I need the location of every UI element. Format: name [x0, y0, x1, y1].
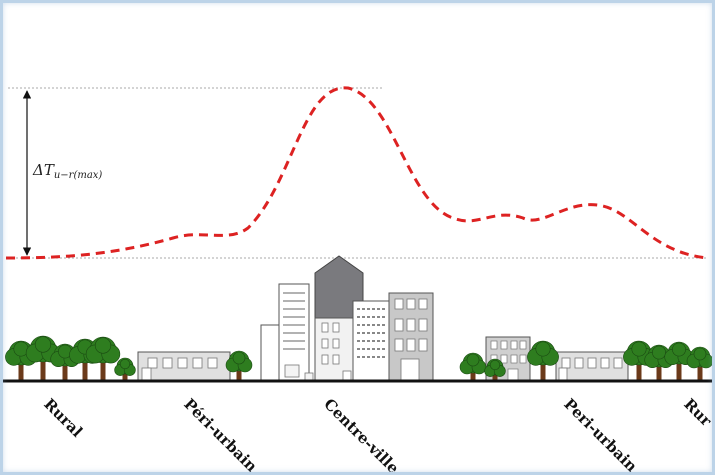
low-building-right	[555, 351, 629, 381]
heat-island-diagram	[3, 86, 712, 383]
tree	[85, 336, 121, 381]
tree	[686, 346, 712, 381]
temperature-curve	[5, 86, 709, 260]
trees	[5, 335, 712, 381]
delta-symbol: ΔT	[33, 161, 54, 179]
tower-light	[260, 283, 314, 382]
tree	[484, 358, 506, 381]
tree	[225, 350, 253, 381]
delta-t-label: ΔTu−r(max)	[33, 161, 102, 181]
low-building-left	[137, 351, 231, 381]
tree	[459, 352, 487, 381]
mid-building	[314, 317, 356, 382]
striped-building	[352, 300, 390, 382]
tree	[644, 344, 674, 381]
tree	[527, 340, 559, 381]
gray-grid-building	[388, 292, 434, 382]
tree	[25, 335, 61, 381]
delta-subscript: u−r(max)	[53, 170, 103, 181]
tree	[114, 357, 136, 381]
gable-building-dark	[314, 255, 364, 319]
